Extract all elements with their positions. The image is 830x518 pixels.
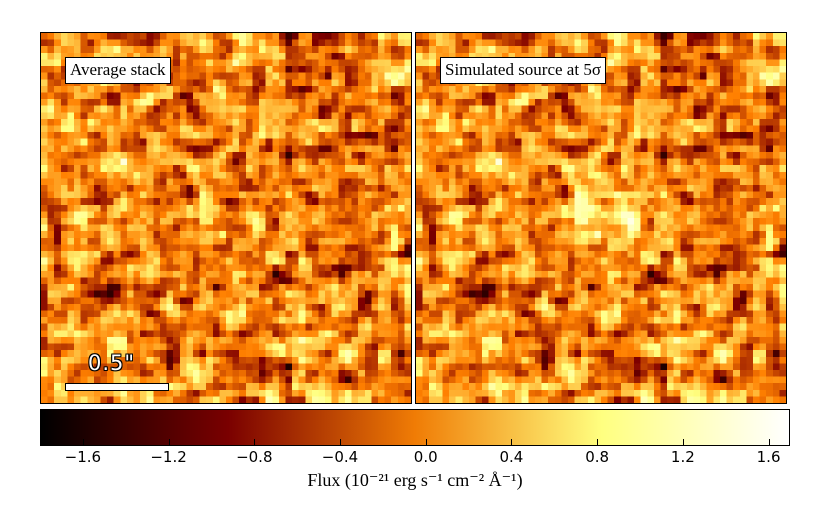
colorbar-tick-mark [254, 439, 256, 445]
colorbar-tick-label: 0.0 [413, 448, 438, 466]
panel-label: Average stack [65, 57, 171, 84]
colorbar-label: Flux (10⁻²¹ erg s⁻¹ cm⁻² Å⁻¹) [307, 470, 523, 490]
colorbar-tick-mark [340, 439, 341, 445]
scale-bar [65, 383, 169, 391]
average-stack-panel: Average stack 0.5" [40, 32, 412, 404]
colorbar-tick-label: −1.2 [150, 448, 187, 466]
simulated-source-panel: Simulated source at 5σ [415, 32, 787, 404]
colorbar-tick-mark [511, 439, 513, 445]
average-stack-image [41, 33, 411, 403]
colorbar-tick-mark [768, 439, 770, 445]
colorbar-tick-label: 1.6 [756, 448, 781, 466]
colorbar-tick-label: 0.4 [499, 448, 524, 466]
colorbar-tick-label: 1.2 [670, 448, 695, 466]
colorbar-tick-mark [82, 439, 84, 445]
colorbar-tick-label: −0.8 [236, 448, 273, 466]
colorbar-tick-label: −1.6 [64, 448, 102, 466]
colorbar [40, 409, 790, 446]
colorbar-ticks: −1.6 −1.2 −0.8 −0.4 0.0 0.4 0.8 1.2 1.6 [40, 439, 790, 476]
panel-label: Simulated source at 5σ [440, 57, 606, 84]
scale-bar-label: 0.5" [88, 351, 136, 375]
colorbar-tick-label: 0.8 [585, 448, 610, 466]
colorbar-tick-mark [425, 439, 427, 445]
colorbar-tick-mark [597, 439, 599, 445]
colorbar-tick-label: −0.4 [321, 448, 359, 466]
colorbar-tick-mark [168, 439, 170, 445]
colorbar-tick-mark [682, 439, 684, 445]
simulated-source-image [416, 33, 786, 403]
